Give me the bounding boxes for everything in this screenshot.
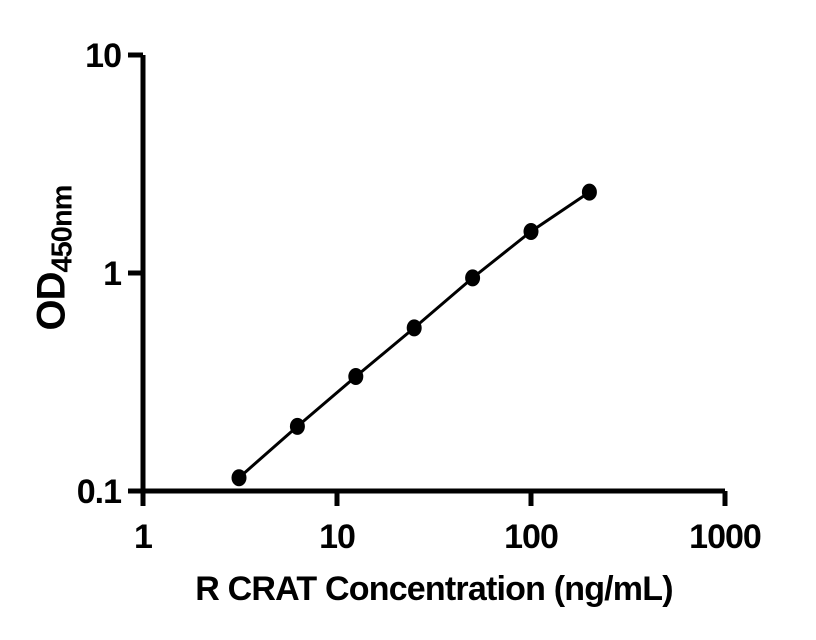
y-tick-label: 0.1: [77, 473, 121, 511]
data-point-marker: [406, 319, 422, 337]
data-point-marker: [523, 223, 539, 241]
y-tick-label: 1: [103, 255, 121, 293]
data-point-marker: [348, 368, 364, 386]
y-axis-title-subscript: 450nm: [46, 185, 79, 273]
y-axis-title: OD450nm: [29, 186, 79, 331]
data-point-marker: [289, 417, 305, 435]
data-point-marker: [581, 183, 597, 201]
x-tick-label: 10: [319, 518, 355, 556]
y-tick-label: 10: [85, 37, 121, 75]
data-point-marker: [465, 269, 481, 287]
axis-frame: [140, 55, 725, 494]
x-tick-label: 1000: [689, 518, 761, 556]
x-tick-label: 1: [134, 518, 152, 556]
x-tick-label: 100: [504, 518, 558, 556]
x-axis-title: R CRAT Concentration (ng/mL): [195, 570, 673, 608]
data-point-marker: [231, 469, 247, 487]
y-axis-title-main: OD: [29, 272, 74, 331]
